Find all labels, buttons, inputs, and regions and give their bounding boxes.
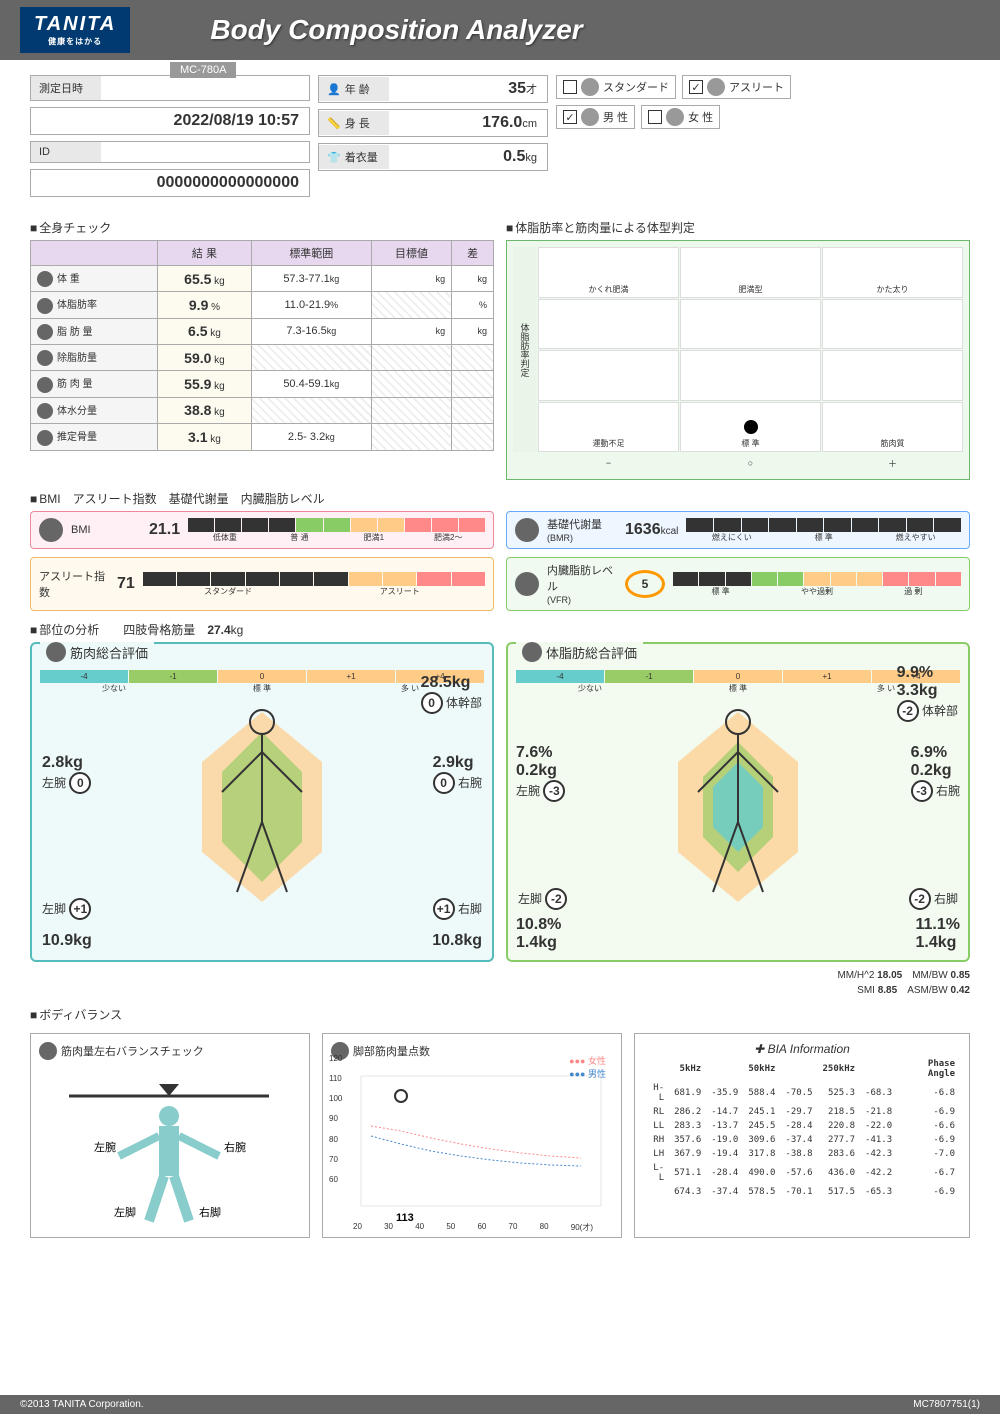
clothes-label: 👕着衣量	[319, 145, 389, 169]
mode-standard: スタンダード	[556, 75, 676, 99]
balance-panel: 筋肉量左右バランスチェック 左腕 右腕 左脚 右脚	[30, 1033, 310, 1238]
balance-figure-icon: 左腕 右腕 左脚 右脚	[39, 1066, 299, 1226]
gender-male: ✓男 性	[556, 105, 635, 129]
metric-vfr: 内臓脂肪レベル(VFR)5 標 準やや過剰過 剰	[506, 557, 970, 611]
fat-panel: 体脂肪総合評価 -4-10+1+4少ない標 準多 い 9.9%3.3kg-2 体…	[506, 642, 970, 962]
body-figure-icon	[658, 692, 818, 912]
age-value: 35	[508, 80, 526, 97]
page-title: Body Composition Analyzer	[210, 14, 582, 46]
logo: TANITA	[20, 7, 130, 53]
gender-female: 女 性	[641, 105, 720, 129]
id-label: ID	[31, 142, 101, 162]
metric-bmi: BMI21.1 低体重普 通肥満1肥満2〜	[30, 511, 494, 549]
id-value: 0000000000000000	[31, 170, 309, 196]
height-label: 📏身 長	[319, 111, 389, 135]
ratios: MM/H^2 18.05 MM/BW 0.85 SMI 8.85 ASM/BW …	[30, 966, 970, 996]
leg-chart: 113	[331, 1066, 611, 1226]
svg-text:左腕: 左腕	[94, 1140, 116, 1154]
check-table: 結 果標準範囲目標値差 体 重65.5 kg57.3-77.1kgkgkg体脂肪…	[30, 240, 494, 451]
age-label: 👤年 齢	[319, 77, 389, 101]
height-value: 176.0	[482, 114, 522, 131]
sec-parts: 部位の分析 四肢骨格筋量 27.4kg	[30, 621, 970, 638]
svg-text:左脚: 左脚	[114, 1205, 136, 1219]
footer: ©2013 TANITA Corporation.MC7807751(1)	[0, 1395, 1000, 1414]
header: TANITA Body Composition Analyzer	[0, 0, 1000, 60]
svg-text:右脚: 右脚	[199, 1205, 221, 1219]
model-label: MC-780A	[170, 62, 236, 78]
muscle-panel: 筋肉総合評価 -4-10+1+4少ない標 準多 い 28.5kg0 体幹部 2.…	[30, 642, 494, 962]
sec-matrix: 体脂肪率と筋肉量による体型判定	[506, 219, 970, 236]
leg-score-panel: 脚部筋肉量点数 113 ●●● 女性 ●●● 男性 12011010090807…	[322, 1033, 622, 1238]
bia-panel: ✚ BIA Information 5kHz50kHz250kHzPhase A…	[634, 1033, 970, 1238]
body-type-matrix: 体脂肪率判定かくれ肥満肥満型かた太り運動不足標 準筋肉質−○＋	[506, 240, 970, 480]
metric-bmr: 基礎代謝量(BMR)1636kcal 燃えにくい標 準燃えやすい	[506, 511, 970, 549]
sec-check: 全身チェック	[30, 219, 494, 236]
svg-text:右腕: 右腕	[224, 1140, 246, 1154]
mode-athlete: ✓アスリート	[682, 75, 791, 99]
metric-athlete: アスリート指数71 スタンダードアスリート	[30, 557, 494, 611]
date-value: 2022/08/19 10:57	[31, 108, 309, 134]
sec-metrics: BMI アスリート指数 基礎代謝量 内臓脂肪レベル	[30, 490, 970, 507]
sec-balance: ボディバランス	[30, 1006, 970, 1023]
date-label: 測定日時	[31, 76, 101, 100]
body-figure-icon	[182, 692, 342, 912]
clothes-value: 0.5	[503, 148, 525, 165]
